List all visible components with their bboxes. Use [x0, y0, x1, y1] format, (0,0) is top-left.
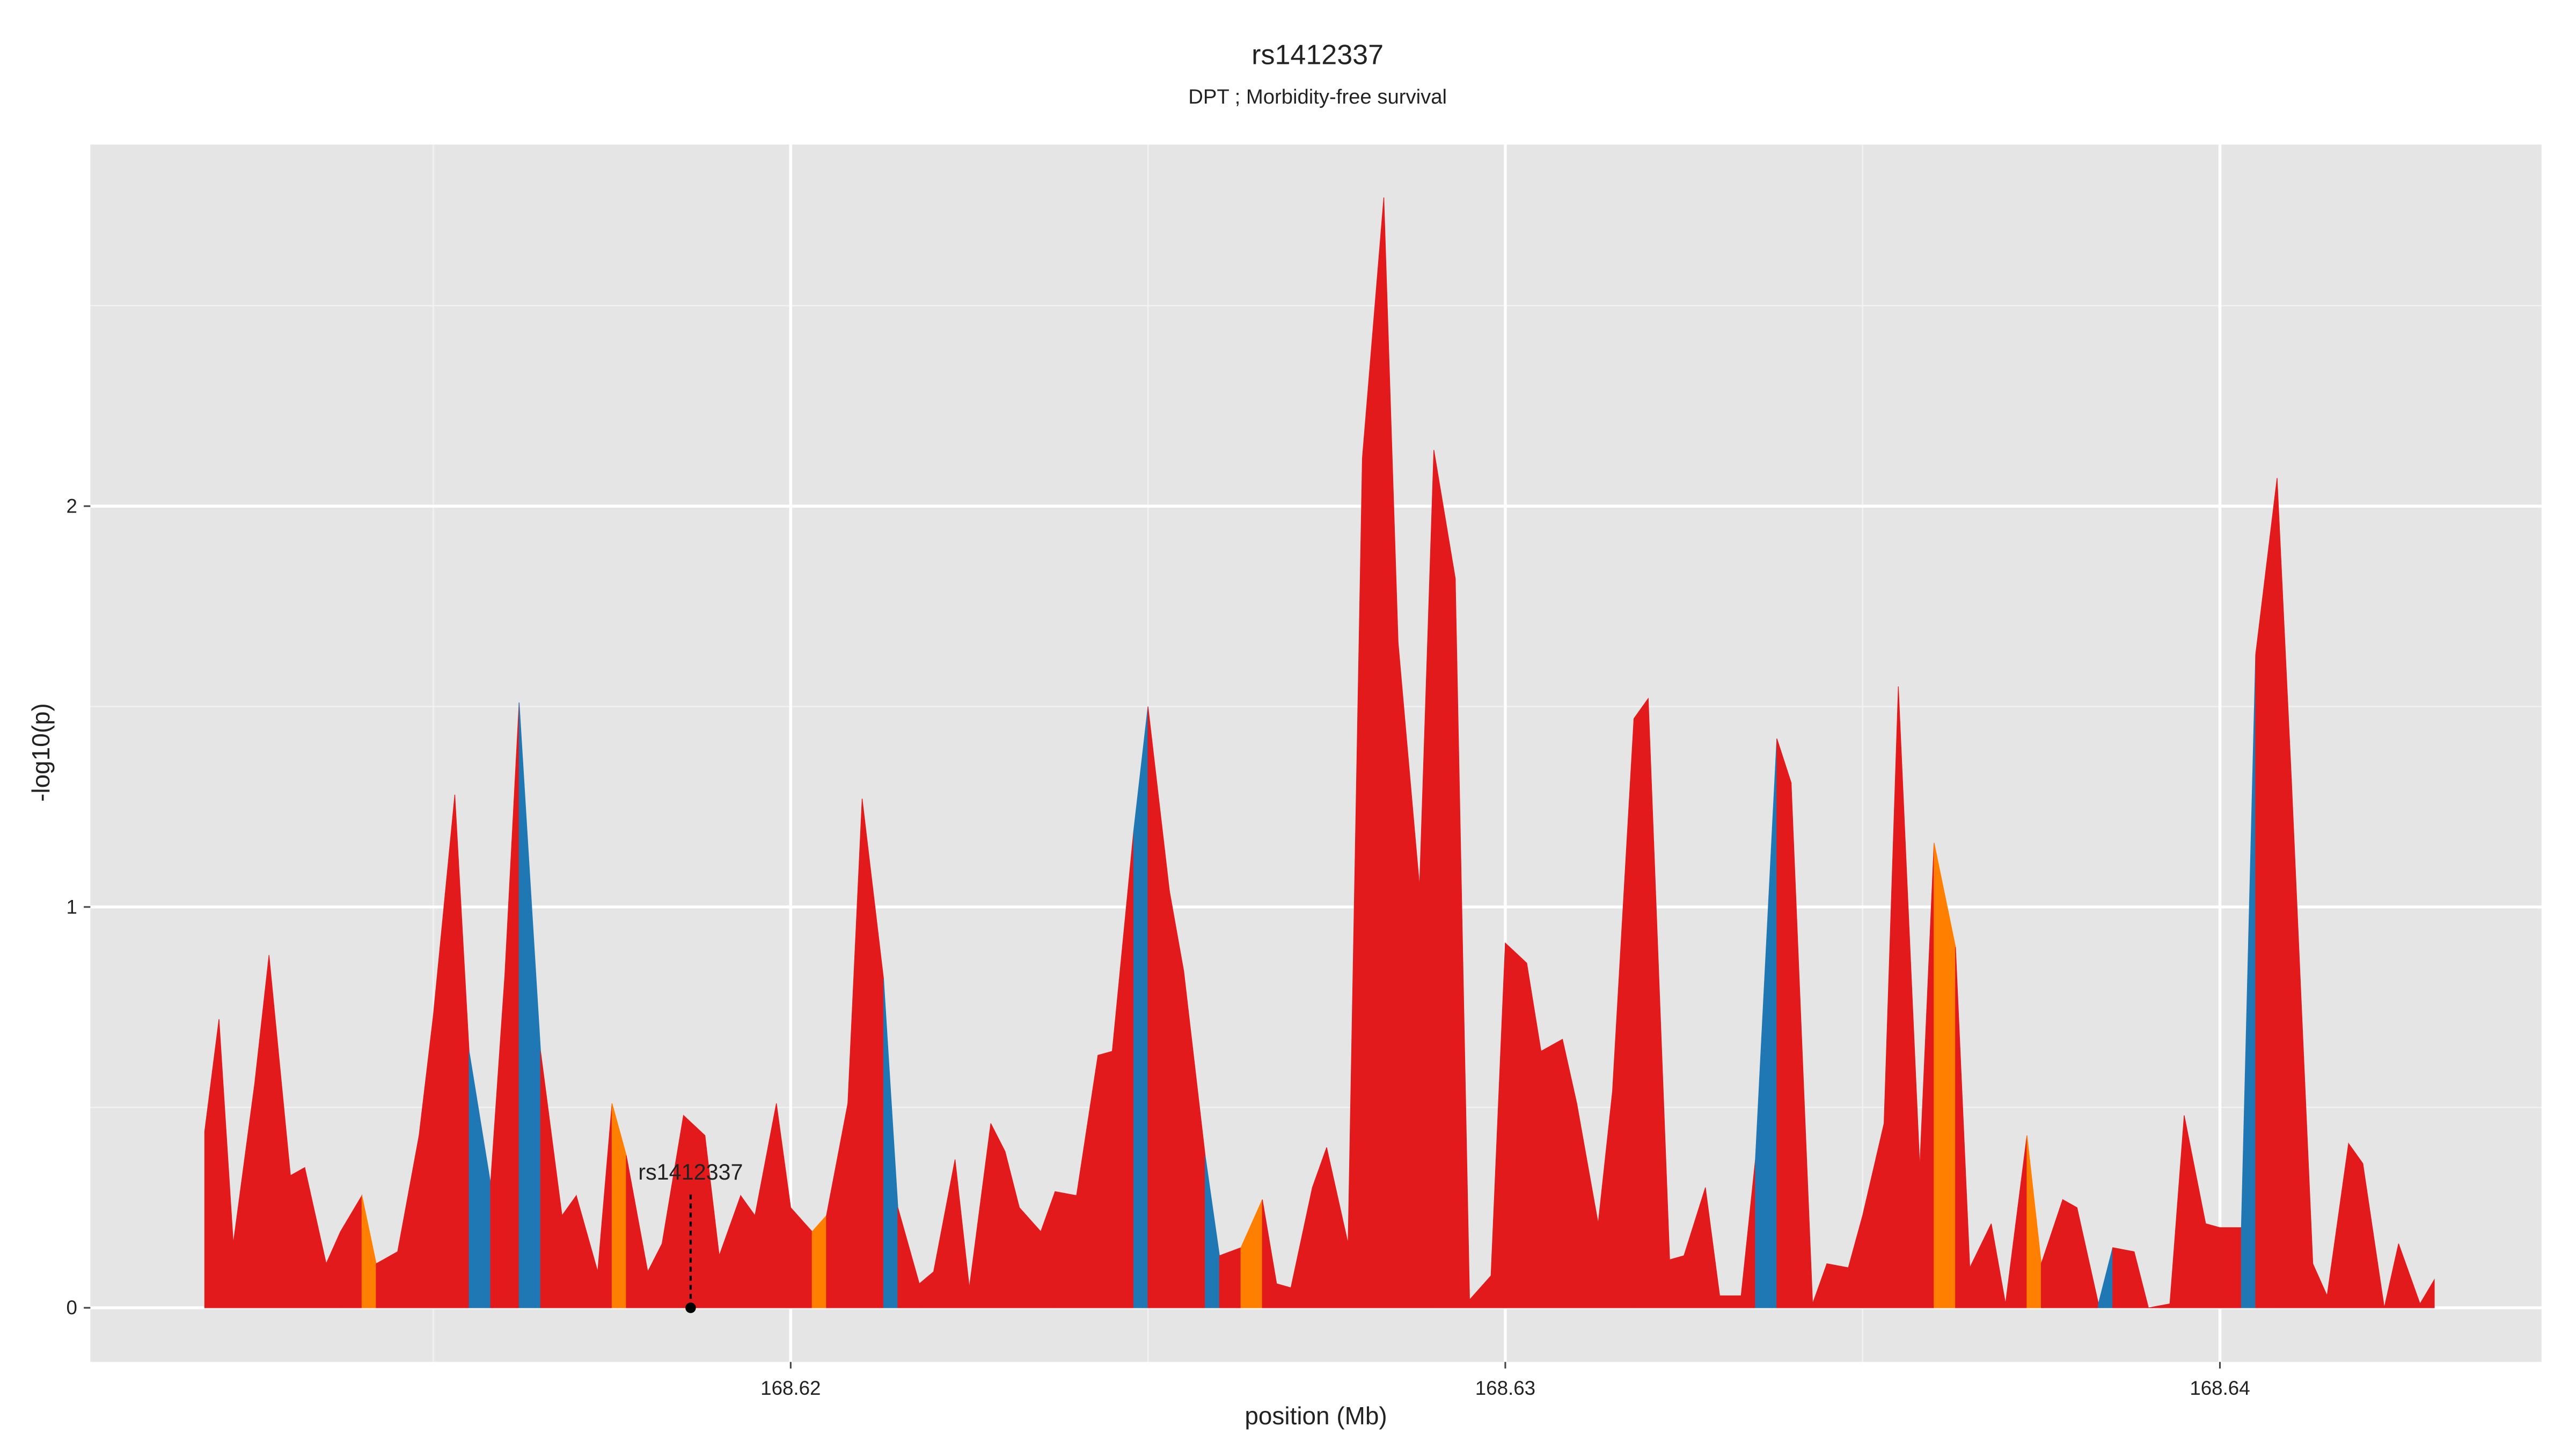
y-tick-label: 1	[66, 896, 77, 918]
area-segment	[2134, 1252, 2149, 1308]
x-tick-label: 168.63	[1475, 1377, 1535, 1399]
area-segment	[1097, 1051, 1113, 1308]
area-segment	[1669, 1255, 1685, 1308]
area-segment	[1505, 942, 1527, 1308]
y-tick-label: 2	[66, 495, 77, 517]
x-tick-label: 168.62	[760, 1377, 821, 1399]
area-segment	[1826, 1263, 1849, 1308]
area-segment	[1540, 1038, 1563, 1308]
y-tick-label: 0	[66, 1297, 77, 1319]
area-segment	[1776, 738, 1792, 1308]
area-segment	[2205, 1223, 2221, 1308]
chart-title: rs1412337	[1252, 39, 1384, 70]
area-segment	[1219, 1247, 1241, 1308]
area-segment	[290, 1167, 305, 1308]
area-segment	[683, 1114, 706, 1308]
area-segment	[740, 1194, 756, 1308]
annotation-label: rs1412337	[638, 1160, 743, 1184]
y-axis-label: -log10(p)	[27, 703, 55, 802]
chart-subtitle: DPT ; Morbidity-free survival	[1188, 85, 1447, 108]
annotation-point	[685, 1302, 696, 1313]
x-axis-label: position (Mb)	[1245, 1402, 1387, 1430]
area-segment	[2419, 1278, 2435, 1308]
x-tick-label: 168.64	[2190, 1377, 2250, 1399]
area-segment	[2219, 1227, 2242, 1308]
area-segment	[990, 1123, 1006, 1308]
area-segment	[1633, 697, 1649, 1308]
area-segment	[2062, 1199, 2077, 1308]
area-segment	[1276, 1283, 1292, 1308]
area-segment	[2362, 1163, 2385, 1308]
area-segment	[2348, 1142, 2363, 1308]
area-segment	[811, 1214, 827, 1308]
area-segment	[2112, 1247, 2135, 1308]
area-segment	[1055, 1191, 1077, 1308]
area-segment	[1433, 450, 1456, 1308]
area-segment	[561, 1194, 577, 1308]
area-segment	[1719, 1295, 1741, 1308]
